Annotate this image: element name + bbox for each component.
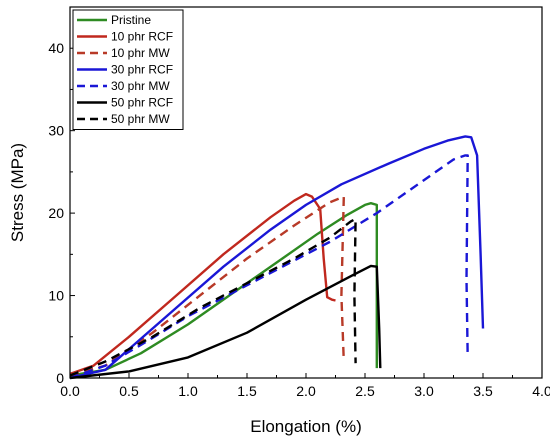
- series-line-30-phr-rcf: [69, 135, 485, 380]
- legend-label: 50 phr MW: [111, 112, 170, 126]
- y-tick-label: 0: [56, 370, 64, 386]
- x-tick-label: 3.5: [473, 383, 493, 399]
- plot-lines: [69, 135, 485, 380]
- series-line-50-phr-mw: [69, 217, 357, 377]
- legend-label: 50 phr RCF: [111, 96, 173, 110]
- x-tick-label: 2.0: [296, 383, 316, 399]
- legend-label: 30 phr MW: [111, 79, 170, 93]
- x-tick-label: 0.0: [60, 383, 80, 399]
- legend: Pristine 10 phr RCF 10 phr MW 30 phr RCF 30 …: [72, 9, 184, 130]
- x-axis-label: Elongation (%): [250, 417, 362, 436]
- axis-ticks: 0.0 0.5 1.0 1.5 2.0 2.5 3.0 3.5 4.0 0 10 20 30 40: [48, 6, 550, 399]
- series-line-pristine: [69, 201, 378, 377]
- legend-label: 10 phr MW: [111, 46, 170, 60]
- series-line-30-phr-mw: [69, 154, 469, 380]
- legend-label: 10 phr RCF: [111, 30, 173, 44]
- y-tick-label: 10: [48, 288, 64, 304]
- y-axis-label: Stress (MPa): [8, 143, 27, 242]
- series-line-50-phr-rcf: [69, 264, 382, 380]
- y-tick-label: 40: [48, 40, 64, 56]
- x-tick-label: 4.0: [532, 383, 550, 399]
- x-tick-label: 1.0: [178, 383, 198, 399]
- x-tick-label: 2.5: [355, 383, 375, 399]
- x-tick-label: 0.5: [119, 383, 139, 399]
- x-tick-label: 3.0: [414, 383, 434, 399]
- legend-label: 30 phr RCF: [111, 63, 173, 77]
- y-tick-label: 30: [48, 123, 64, 139]
- y-tick-label: 20: [48, 205, 64, 221]
- legend-label: Pristine: [111, 13, 151, 27]
- series-line-10-phr-rcf: [69, 192, 336, 376]
- x-tick-label: 1.5: [237, 383, 257, 399]
